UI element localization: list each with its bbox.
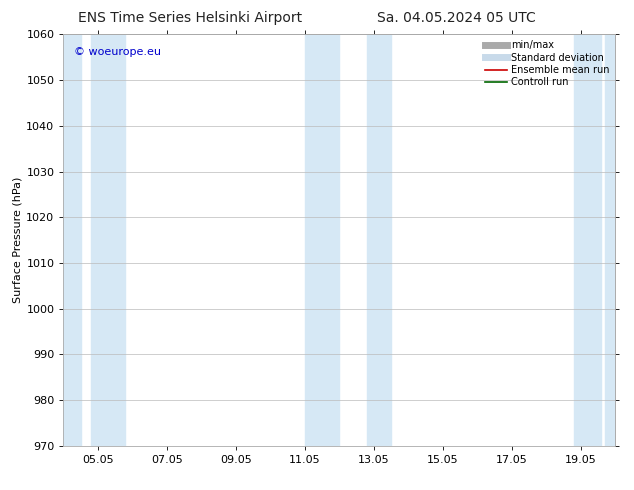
Bar bbox=[91, 34, 126, 446]
Bar bbox=[56, 34, 81, 446]
Bar bbox=[574, 34, 601, 446]
Bar bbox=[605, 34, 622, 446]
Bar bbox=[366, 34, 391, 446]
Legend: min/max, Standard deviation, Ensemble mean run, Controll run: min/max, Standard deviation, Ensemble me… bbox=[481, 36, 613, 91]
Bar bbox=[305, 34, 339, 446]
Text: Sa. 04.05.2024 05 UTC: Sa. 04.05.2024 05 UTC bbox=[377, 11, 536, 25]
Text: ENS Time Series Helsinki Airport: ENS Time Series Helsinki Airport bbox=[78, 11, 302, 25]
Y-axis label: Surface Pressure (hPa): Surface Pressure (hPa) bbox=[12, 177, 22, 303]
Text: © woeurope.eu: © woeurope.eu bbox=[74, 47, 162, 57]
